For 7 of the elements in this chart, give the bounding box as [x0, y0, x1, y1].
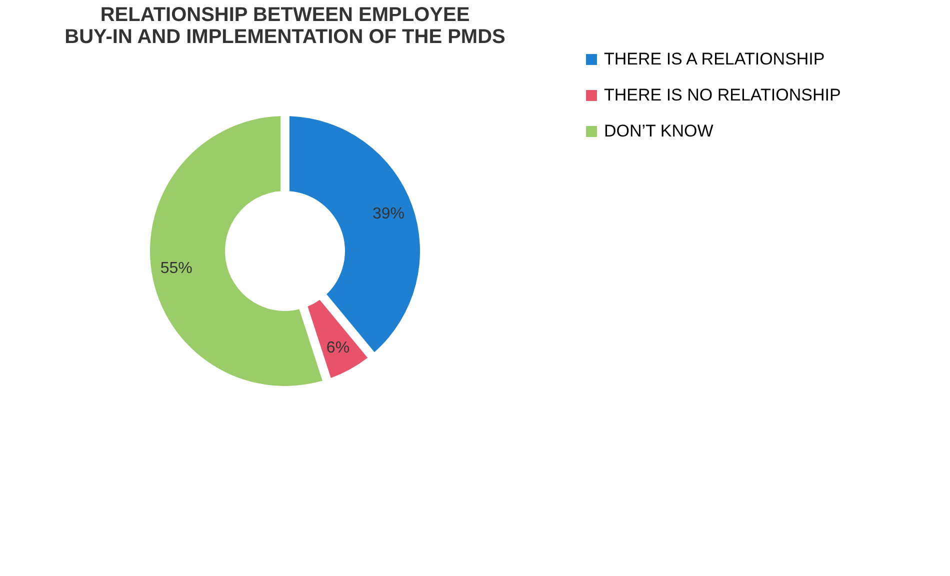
data-label: 55% — [160, 260, 192, 278]
data-label: 39% — [372, 206, 405, 223]
chart-title: RELATIONSHIP BETWEEN EMPLOYEE BUY-IN AND IMPLEMENTATION OF THE PMDS — [64, 4, 506, 48]
legend-label: THERE IS A RELATIONSHIP — [604, 50, 825, 68]
legend-label: THERE IS NO RELATIONSHIP — [604, 86, 841, 104]
legend-label: DON’T KNOW — [604, 122, 714, 140]
data-label: 6% — [326, 339, 350, 356]
